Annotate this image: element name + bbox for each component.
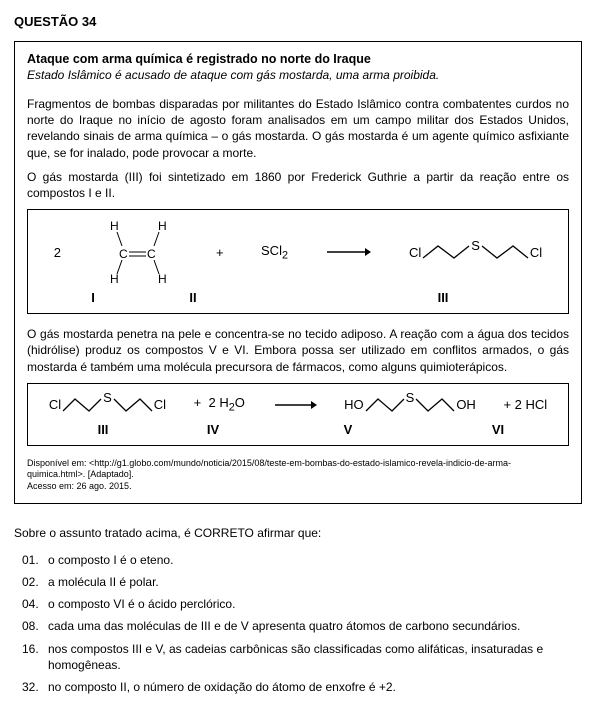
paragraph-3: O gás mostarda penetra na pele e concent…	[27, 326, 569, 375]
source-citation: Disponível em: <http://g1.globo.com/mund…	[27, 458, 569, 493]
option-01: 01. o composto I é o eteno.	[22, 552, 582, 568]
opt-num: 08.	[22, 618, 48, 634]
label-V: V	[258, 422, 438, 437]
product-V: HO S OH	[344, 392, 476, 418]
label-II: II	[148, 290, 238, 305]
label-III-b: III	[38, 422, 168, 437]
chain-l	[61, 392, 103, 418]
opt-num: 01.	[22, 552, 48, 568]
opt-num: 04.	[22, 596, 48, 612]
opt-text: no composto II, o número de oxidação do …	[48, 679, 396, 695]
opt-text: o composto VI é o ácido perclórico.	[48, 596, 235, 612]
reaction-box-2: Cl S Cl + 2 H2O HO	[27, 383, 569, 446]
reaction-2-labels: III IV V VI	[38, 422, 558, 437]
opt-text: a molécula II é polar.	[48, 574, 159, 590]
source-line-2: Acesso em: 26 ago. 2015.	[27, 481, 569, 493]
opt-num: 16.	[22, 641, 48, 673]
r2-s: S	[103, 390, 112, 405]
cl-right: Cl	[530, 245, 542, 260]
p-s: S	[406, 390, 415, 405]
reaction-arrow-1	[325, 245, 371, 259]
chain-pl	[364, 392, 406, 418]
paragraph-1: Fragmentos de bombas disparadas por mili…	[27, 96, 569, 161]
reaction-2-row: Cl S Cl + 2 H2O HO	[38, 392, 558, 418]
plus-hcl: + 2 HCl	[503, 397, 547, 412]
reaction-box-1: 2 H H C C H H + SCl2	[27, 209, 569, 314]
chain-r	[112, 392, 154, 418]
opt-text: cada uma das moléculas de III e de V apr…	[48, 618, 520, 634]
chain-seg-right	[480, 238, 530, 266]
ethene-structure: H H C C H H	[98, 218, 178, 286]
reactant-mustard: Cl S Cl	[49, 392, 166, 418]
svg-text:H: H	[158, 272, 167, 286]
oh-right: OH	[456, 397, 476, 412]
opt-text: nos compostos III e V, as cadeias carbôn…	[48, 641, 582, 673]
paragraph-2: O gás mostarda (III) foi sintetizado em …	[27, 169, 569, 201]
svg-text:H: H	[158, 219, 167, 233]
reaction-1-labels: I II III	[38, 290, 558, 305]
label-I: I	[38, 290, 148, 305]
option-02: 02. a molécula II é polar.	[22, 574, 582, 590]
chain-seg-left	[421, 238, 471, 266]
reaction-arrow-2	[273, 398, 317, 412]
r2-cl-right: Cl	[154, 397, 166, 412]
article-subhead: Estado Islâmico é acusado de ataque com …	[27, 68, 569, 82]
opt-num: 32.	[22, 679, 48, 695]
plus-water: + 2 H2O	[194, 395, 245, 414]
main-content-box: Ataque com arma química é registrado no …	[14, 41, 582, 504]
mustard-gas-structure: Cl S Cl	[409, 238, 542, 266]
svg-text:C: C	[147, 247, 156, 261]
reaction-1-row: 2 H H C C H H + SCl2	[38, 218, 558, 286]
s-center: S	[471, 238, 480, 253]
label-III: III	[238, 290, 558, 305]
coef-2: 2	[54, 245, 61, 260]
cl-left: Cl	[409, 245, 421, 260]
option-32: 32. no composto II, o número de oxidação…	[22, 679, 582, 695]
opt-num: 02.	[22, 574, 48, 590]
ho-left: HO	[344, 397, 364, 412]
question-header: QUESTÃO 34	[14, 14, 582, 29]
plus-1: +	[216, 245, 224, 260]
source-line-1: Disponível em: <http://g1.globo.com/mund…	[27, 458, 569, 481]
svg-text:H: H	[110, 219, 119, 233]
opt-text: o composto I é o eteno.	[48, 552, 173, 568]
option-16: 16. nos compostos III e V, as cadeias ca…	[22, 641, 582, 673]
chain-pr	[414, 392, 456, 418]
article-headline: Ataque com arma química é registrado no …	[27, 52, 569, 66]
question-prompt: Sobre o assunto tratado acima, é CORRETO…	[14, 526, 582, 540]
option-08: 08. cada uma das moléculas de III e de V…	[22, 618, 582, 634]
option-04: 04. o composto VI é o ácido perclórico.	[22, 596, 582, 612]
svg-text:C: C	[119, 247, 128, 261]
r2-cl-left: Cl	[49, 397, 61, 412]
label-VI: VI	[438, 422, 558, 437]
label-IV: IV	[168, 422, 258, 437]
scl2: SCl2	[261, 243, 288, 262]
